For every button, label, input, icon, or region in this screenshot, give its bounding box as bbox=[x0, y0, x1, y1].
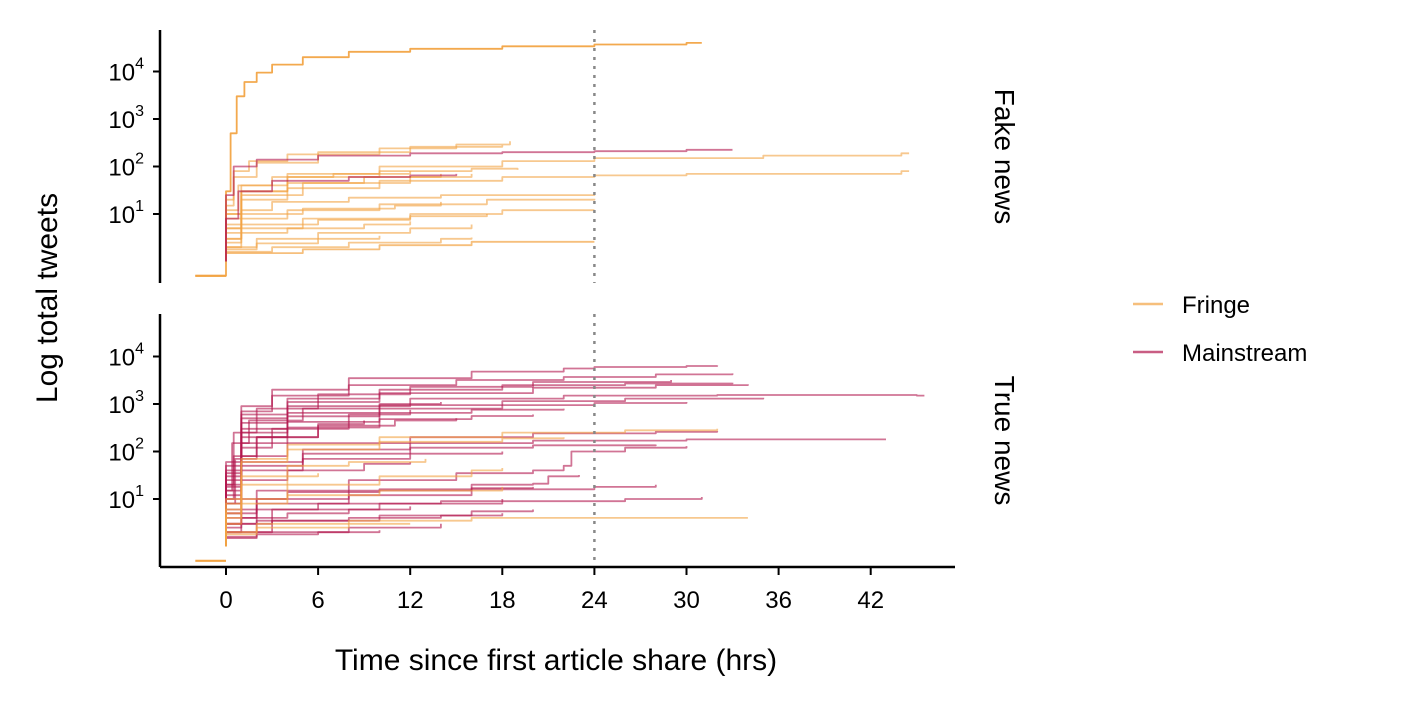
series-line-fringe bbox=[225, 152, 910, 262]
series-line-fringe bbox=[225, 145, 504, 262]
series-line-fringe bbox=[225, 517, 748, 547]
series-line-mainstream bbox=[225, 414, 534, 547]
series-line-mainstream bbox=[225, 148, 733, 262]
panel-0: 101 102 103 104 Fake news bbox=[108, 30, 1020, 283]
panels-layer: 101 102 103 104 Fake news 101 102 103 104 True ne… bbox=[108, 30, 1020, 614]
y-tick-label: 103 bbox=[108, 388, 144, 419]
legend: Fringe Mainstream bbox=[1133, 292, 1307, 367]
series-line-mainstream bbox=[225, 408, 565, 547]
series-line-fringe bbox=[225, 468, 504, 547]
x-tick-label: 12 bbox=[397, 587, 424, 614]
series-line-fringe bbox=[225, 458, 427, 547]
series-line-fringe bbox=[225, 237, 473, 262]
y-tick-label: 103 bbox=[108, 103, 144, 134]
series-line-fringe bbox=[225, 437, 565, 547]
y-tick-label: 102 bbox=[108, 151, 144, 182]
series-line-fringe bbox=[195, 42, 702, 277]
x-tick-label: 24 bbox=[581, 587, 608, 614]
x-tick-label: 36 bbox=[765, 587, 792, 614]
series-line-fringe bbox=[225, 240, 595, 262]
y-tick-label: 102 bbox=[108, 436, 144, 467]
series-line-fringe bbox=[225, 486, 504, 547]
strip-label: Fake news bbox=[989, 89, 1020, 224]
series-line-fringe bbox=[225, 173, 473, 262]
x-tick-label: 0 bbox=[219, 587, 232, 614]
series-line-fringe bbox=[225, 235, 381, 262]
series-line-fringe bbox=[225, 221, 412, 262]
legend-label-mainstream: Mainstream bbox=[1182, 340, 1307, 367]
y-tick-label: 101 bbox=[108, 198, 144, 229]
series-line-mainstream bbox=[225, 530, 381, 547]
x-tick-label: 18 bbox=[489, 587, 516, 614]
series-line-mainstream bbox=[225, 499, 504, 547]
x-axis-title: Time since first article share (hrs) bbox=[335, 644, 777, 677]
y-axis-title: Log total tweets bbox=[31, 193, 64, 403]
series-line-fringe bbox=[225, 173, 442, 262]
series-line-fringe bbox=[225, 201, 442, 262]
x-tick-label: 6 bbox=[311, 587, 324, 614]
series-line-mainstream bbox=[225, 446, 688, 547]
legend-label-fringe: Fringe bbox=[1182, 292, 1250, 319]
x-axis: 0 6 12 18 24 30 36 42 bbox=[160, 565, 955, 614]
y-tick-label: 104 bbox=[108, 56, 144, 87]
strip-label: True news bbox=[989, 376, 1020, 506]
y-tick-label: 104 bbox=[108, 341, 144, 372]
series-line-mainstream bbox=[225, 402, 442, 547]
series-line-mainstream bbox=[225, 173, 458, 262]
series-line-mainstream bbox=[225, 380, 672, 547]
series-line-fringe bbox=[225, 209, 595, 262]
series-line-mainstream bbox=[225, 523, 442, 547]
series-line-fringe bbox=[225, 473, 319, 547]
x-tick-label: 30 bbox=[673, 587, 700, 614]
y-tick-label: 101 bbox=[108, 483, 144, 514]
x-tick-label: 42 bbox=[857, 587, 884, 614]
panel-1: 101 102 103 104 True news bbox=[108, 314, 1020, 567]
series-line-fringe bbox=[225, 214, 488, 262]
